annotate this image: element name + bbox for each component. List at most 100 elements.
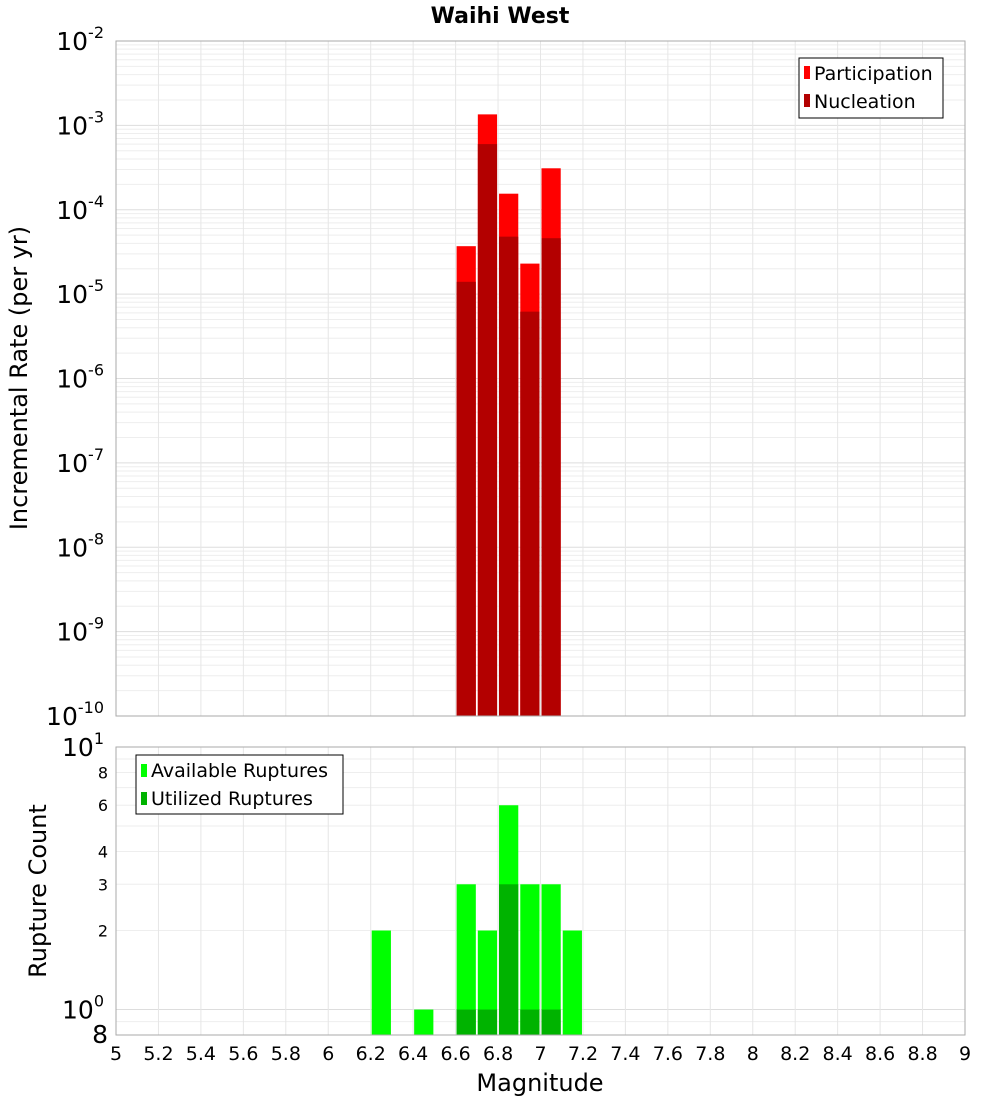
tick-base: 10 bbox=[46, 702, 78, 731]
x-tick-label: 6.8 bbox=[483, 1043, 513, 1065]
tick-exponent: -4 bbox=[88, 192, 104, 211]
count-y-tick-label: 100 bbox=[62, 992, 104, 1025]
x-tick-label: 5 bbox=[110, 1043, 122, 1065]
tick-exponent: -9 bbox=[88, 614, 104, 633]
tick-exponent: -6 bbox=[88, 361, 104, 380]
x-tick-label: 6.2 bbox=[356, 1043, 386, 1065]
x-tick-label: 8.2 bbox=[780, 1043, 810, 1065]
x-ticks: 5 5.2 5.4 5.6 5.8 6 6.2 6.4 6.6 6.8 7 7.2 7.4 7.6 7.8 8… bbox=[110, 1043, 971, 1065]
tick-base: 10 bbox=[56, 111, 88, 140]
count-plot-border bbox=[115, 746, 966, 1036]
count-legend-box bbox=[135, 754, 344, 815]
x-tick-label: 7.6 bbox=[653, 1043, 683, 1065]
rate-y-axis-label: Incremental Rate (per yr) bbox=[5, 226, 33, 530]
rate-y-tick-label: 10-10 bbox=[46, 698, 104, 731]
count-legend: Available Ruptures Utilized Ruptures bbox=[135, 754, 344, 815]
tick-exponent: 0 bbox=[94, 992, 104, 1011]
utilized-ruptures-bar bbox=[499, 884, 519, 1035]
nucleation-legend-swatch bbox=[804, 94, 810, 107]
available-ruptures-legend-label: Available Ruptures bbox=[151, 760, 328, 782]
nucleation-bar bbox=[520, 311, 540, 716]
x-tick-label: 8.4 bbox=[823, 1043, 853, 1065]
participation-legend-swatch bbox=[804, 66, 810, 79]
count-y-tick-label: 4 bbox=[98, 842, 108, 861]
rate-y-tick-label: 10-9 bbox=[56, 614, 104, 647]
tick-base: 10 bbox=[56, 280, 88, 309]
nucleation-legend-label: Nucleation bbox=[814, 91, 916, 113]
utilized-ruptures-bar bbox=[456, 1009, 476, 1035]
x-tick-label: 6 bbox=[322, 1043, 334, 1065]
rate-plot-border bbox=[115, 40, 966, 717]
rate-y-tick-label: 10-4 bbox=[56, 192, 104, 225]
available-ruptures-bar bbox=[477, 930, 498, 1035]
rate-y-ticks: 10-210-310-410-510-610-710-810-910-10 bbox=[46, 23, 104, 731]
utilized-ruptures-legend-swatch bbox=[141, 792, 147, 805]
x-tick-label: 5.4 bbox=[186, 1043, 216, 1065]
x-tick-label: 9 bbox=[959, 1043, 971, 1065]
rate-y-tick-label: 10-5 bbox=[56, 276, 104, 309]
count-y-tick-label: 2 bbox=[98, 922, 108, 941]
rate-legend: Participation Nucleation bbox=[798, 57, 944, 119]
chart-title: Waihi West bbox=[431, 4, 570, 29]
available-ruptures-legend-swatch bbox=[141, 764, 147, 777]
rate-grid bbox=[115, 40, 966, 717]
count-y-tick-label: 8 bbox=[98, 763, 108, 782]
x-tick-label: 8 bbox=[747, 1043, 759, 1065]
count-bars bbox=[371, 805, 582, 1035]
tick-exponent: -10 bbox=[78, 698, 104, 717]
tick-exponent: -8 bbox=[88, 529, 104, 548]
x-tick-label: 7.2 bbox=[568, 1043, 598, 1065]
x-tick-label: 5.2 bbox=[143, 1043, 173, 1065]
utilized-ruptures-legend-label: Utilized Ruptures bbox=[151, 788, 313, 810]
x-tick-label: 5.8 bbox=[271, 1043, 301, 1065]
x-tick-label: 7.4 bbox=[610, 1043, 640, 1065]
available-ruptures-bar bbox=[414, 1009, 434, 1035]
count-y-tick-label: 8 bbox=[92, 1020, 108, 1049]
tick-base: 10 bbox=[56, 27, 88, 56]
utilized-ruptures-bar bbox=[477, 1009, 498, 1035]
count-y-tick-label: 6 bbox=[98, 796, 108, 815]
x-tick-label: 7.8 bbox=[695, 1043, 725, 1065]
count-y-axis-label: Rupture Count bbox=[24, 804, 52, 978]
available-ruptures-bar bbox=[541, 884, 561, 1035]
rate-y-tick-label: 10-7 bbox=[56, 445, 104, 478]
count-y-tick-label: 3 bbox=[98, 875, 108, 894]
tick-exponent: 1 bbox=[94, 729, 104, 748]
tick-base: 10 bbox=[62, 733, 94, 762]
x-tick-label: 8.6 bbox=[865, 1043, 895, 1065]
tick-base: 10 bbox=[56, 196, 88, 225]
participation-legend-label: Participation bbox=[814, 63, 933, 85]
tick-base: 10 bbox=[62, 996, 94, 1025]
count-y-tick-label: 101 bbox=[62, 729, 104, 762]
available-ruptures-bar bbox=[456, 884, 476, 1035]
tick-base: 10 bbox=[56, 533, 88, 562]
available-ruptures-bar bbox=[520, 884, 540, 1035]
tick-base: 10 bbox=[56, 618, 88, 647]
utilized-ruptures-bar bbox=[520, 1009, 540, 1035]
x-tick-label: 6.4 bbox=[398, 1043, 428, 1065]
x-tick-label: 5.6 bbox=[228, 1043, 258, 1065]
x-tick-label: 7 bbox=[534, 1043, 546, 1065]
x-axis-label: Magnitude bbox=[476, 1069, 603, 1097]
rate-y-tick-label: 10-8 bbox=[56, 529, 104, 562]
available-ruptures-bar bbox=[371, 930, 391, 1035]
rate-y-tick-label: 10-2 bbox=[56, 23, 104, 56]
nucleation-bar bbox=[456, 281, 476, 716]
available-ruptures-bar bbox=[562, 930, 582, 1035]
tick-base: 10 bbox=[56, 449, 88, 478]
x-tick-label: 6.6 bbox=[440, 1043, 470, 1065]
rate-bars bbox=[456, 114, 561, 716]
tick-exponent: -3 bbox=[88, 107, 104, 126]
x-tick-label: 8.8 bbox=[907, 1043, 937, 1065]
tick-exponent: -7 bbox=[88, 445, 104, 464]
rate-panel: 10-210-310-410-510-610-710-810-910-10 In… bbox=[5, 23, 966, 731]
nucleation-bar bbox=[541, 238, 561, 716]
nucleation-bar bbox=[477, 144, 498, 716]
rate-y-tick-label: 10-6 bbox=[56, 361, 104, 394]
utilized-ruptures-bar bbox=[541, 1009, 561, 1035]
rate-legend-box bbox=[798, 57, 944, 119]
tick-base: 10 bbox=[56, 365, 88, 394]
